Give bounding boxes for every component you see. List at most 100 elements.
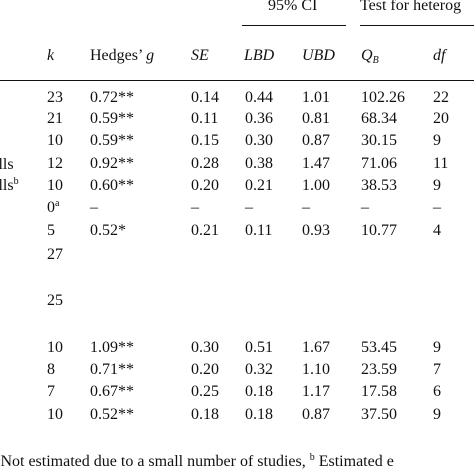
cell-lbd-value: 0.21 [245, 177, 273, 194]
cell-lbd-value: 0.32 [245, 361, 273, 378]
cell-se-value: 0.18 [191, 406, 219, 423]
cell-df: 4 [433, 222, 441, 240]
cell-hedges-g-value: – [90, 199, 98, 216]
cell-q-value: 30.15 [361, 132, 397, 149]
cell-k: 10 [47, 177, 63, 195]
cell-hedges-g: – [90, 199, 98, 217]
cell-se-value: 0.25 [191, 383, 219, 400]
cell-se: 0.15 [191, 132, 219, 150]
cell-hedges-g: 0.92** [90, 155, 134, 173]
cell-q: 102.26 [361, 89, 405, 107]
cell-ubd-value: 1.00 [302, 177, 330, 194]
cell-ubd: 1.10 [302, 361, 330, 379]
cell-se: 0.25 [191, 383, 219, 401]
cell-q-value: – [361, 199, 369, 216]
cell-df-value: 9 [433, 132, 441, 149]
cell-se-value: 0.28 [191, 155, 219, 172]
cell-ubd-value: 1.67 [302, 339, 330, 356]
cell-df-value: 6 [433, 383, 441, 400]
cell-q: 17.58 [361, 383, 397, 401]
row-label-sup: b [13, 176, 19, 187]
cell-hedges-g: 0.59** [90, 110, 134, 128]
cell-ubd: 0.81 [302, 110, 330, 128]
col-header-ubd: UBD [302, 47, 335, 64]
footnote-marker-b: b [309, 452, 315, 463]
cell-q-value: 10.77 [361, 222, 397, 239]
cell-se: 0.18 [191, 406, 219, 424]
cell-q: 68.34 [361, 110, 397, 128]
cell-q: 23.59 [361, 361, 397, 379]
cell-df: 7 [433, 361, 441, 379]
cell-se-value: – [191, 199, 199, 216]
cell-k: 25 [47, 292, 63, 310]
ci-group-header: 95% CI [268, 0, 318, 14]
cell-hedges-g-value: 0.71** [90, 361, 134, 378]
cell-k-value: 0 [47, 199, 55, 216]
footnote-text-a: Not estimated due to a small number of s… [0, 453, 306, 470]
cell-k-footnote-marker: a [55, 198, 60, 209]
cell-df-value: 7 [433, 361, 441, 378]
cell-df-value: 9 [433, 339, 441, 356]
cell-k: 10 [47, 406, 63, 424]
cell-hedges-g-value: 1.09** [90, 339, 134, 356]
cell-hedges-g-value: 0.67** [90, 383, 134, 400]
cell-k-value: 10 [47, 177, 63, 194]
cell-k-value: 12 [47, 155, 63, 172]
cell-hedges-g-value: 0.60** [90, 177, 134, 194]
cell-ubd: 1.17 [302, 383, 330, 401]
cell-lbd: 0.38 [245, 155, 273, 173]
cell-k-value: 10 [47, 132, 63, 149]
cell-lbd: 0.18 [245, 383, 273, 401]
cell-ubd: 1.01 [302, 89, 330, 107]
cell-lbd-value: 0.18 [245, 383, 273, 400]
cell-q: 10.77 [361, 222, 397, 240]
cell-k: 8 [47, 361, 55, 379]
col-header-df: df [433, 47, 446, 64]
cell-se: 0.21 [191, 222, 219, 240]
cell-df-value: 9 [433, 406, 441, 423]
cell-df-value: 4 [433, 222, 441, 239]
cell-ubd-value: 1.47 [302, 155, 330, 172]
cell-df-value: 9 [433, 177, 441, 194]
cell-lbd-value: 0.36 [245, 110, 273, 127]
cell-k: 27 [47, 246, 63, 264]
cell-q-value: 37.50 [361, 406, 397, 423]
cell-ubd: 1.00 [302, 177, 330, 195]
cell-q: – [361, 199, 369, 217]
cell-hedges-g: 0.60** [90, 177, 134, 195]
cell-df: 6 [433, 383, 441, 401]
cell-se-value: 0.14 [191, 89, 219, 106]
cell-hedges-g-value: 0.72** [90, 89, 134, 106]
cell-lbd: 0.18 [245, 406, 273, 424]
column-header-bottom-rule [0, 80, 474, 81]
cell-k-value: 8 [47, 361, 55, 378]
cell-lbd: 0.44 [245, 89, 273, 107]
cell-q-value: 102.26 [361, 89, 405, 106]
cell-hedges-g: 0.59** [90, 132, 134, 150]
cell-se: 0.11 [191, 110, 218, 128]
cell-ubd-value: 0.81 [302, 110, 330, 127]
cell-df: 22 [433, 89, 449, 107]
cell-df: 9 [433, 339, 441, 357]
cell-k-value: 27 [47, 246, 63, 263]
cell-df-value: 11 [433, 155, 449, 172]
cell-lbd-value: 0.30 [245, 132, 273, 149]
ci-header-rule [242, 25, 346, 26]
row-label: illsb [0, 177, 19, 195]
cell-se-value: 0.30 [191, 339, 219, 356]
cell-q: 30.15 [361, 132, 397, 150]
col-header-hedges-label: Hedges’ [90, 47, 143, 64]
cell-q-value: 53.45 [361, 339, 397, 356]
cell-q-value: 68.34 [361, 110, 397, 127]
table-footnote: aNot estimated due to a small number of … [0, 453, 394, 471]
cell-df: 11 [433, 155, 448, 173]
cell-lbd-value: 0.51 [245, 339, 273, 356]
cell-df: 9 [433, 177, 441, 195]
cell-q-value: 17.58 [361, 383, 397, 400]
cell-hedges-g-value: 0.59** [90, 110, 134, 127]
cell-ubd-value: – [302, 199, 310, 216]
cell-se: – [191, 199, 199, 217]
cell-df-value: 20 [433, 110, 449, 127]
cell-hedges-g-value: 0.52** [90, 406, 134, 423]
cell-k-value: 5 [47, 222, 55, 239]
